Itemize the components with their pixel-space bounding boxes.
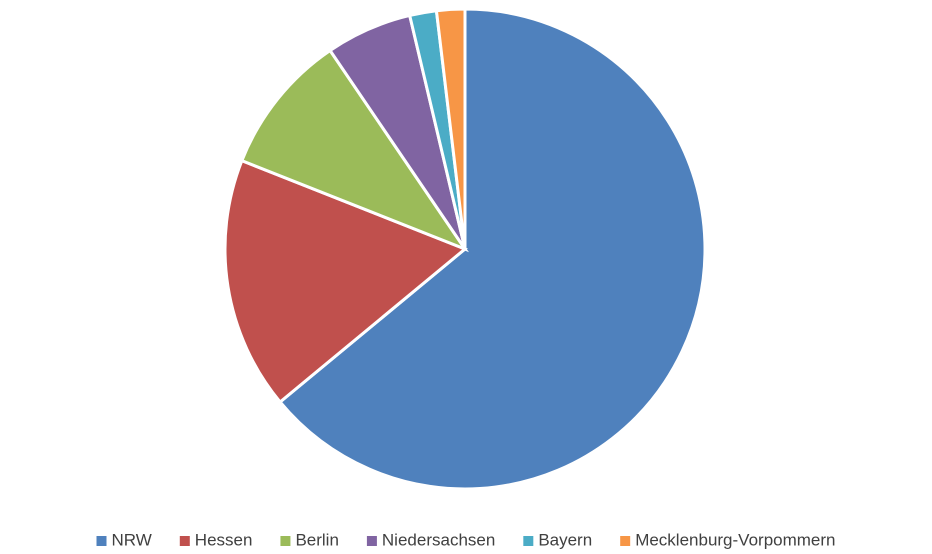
legend-swatch	[366, 536, 377, 546]
pie-slice	[277, 7, 707, 491]
legend-swatch	[96, 536, 107, 546]
pie-slice	[434, 7, 467, 250]
legend: NRW Hessen Berlin Niedersachsen Bayern Meckle…	[96, 530, 836, 549]
legend-swatch	[280, 536, 291, 546]
legend-label: Niedersachsen	[382, 530, 495, 549]
legend-label: Mecklenburg-Vorpommern	[635, 530, 835, 549]
pie-slice	[223, 158, 468, 405]
legend-label: NRW	[112, 530, 152, 549]
legend-swatch	[620, 536, 631, 546]
legend-swatch	[523, 536, 534, 546]
pie-slice	[239, 48, 469, 253]
legend-label: Berlin	[295, 530, 338, 549]
legend-label: Bayern	[538, 530, 592, 549]
legend-swatch	[179, 536, 190, 546]
legend-label: Hessen	[195, 530, 253, 549]
